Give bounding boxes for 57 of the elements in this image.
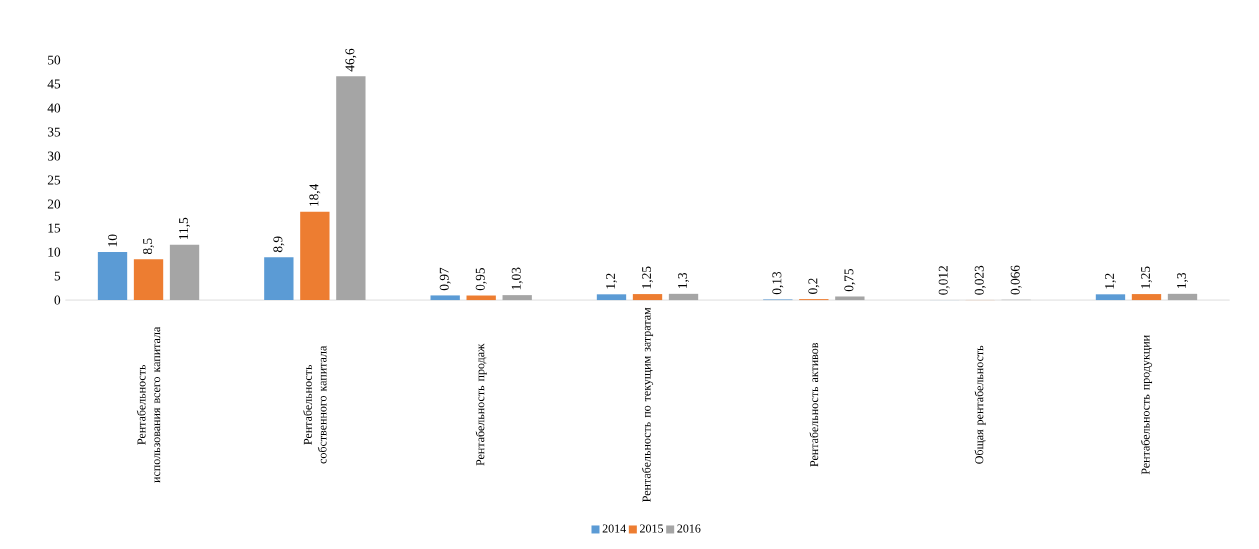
data-label: 0,13 bbox=[772, 271, 784, 294]
legend-label: 2016 bbox=[677, 524, 701, 533]
bar bbox=[430, 295, 460, 300]
bar bbox=[668, 293, 699, 300]
bar bbox=[97, 251, 128, 300]
data-label: 0,066 bbox=[1010, 265, 1022, 295]
y-tick-label: 35 bbox=[47, 127, 61, 137]
data-label: 0,023 bbox=[974, 265, 986, 295]
bar bbox=[1131, 293, 1162, 300]
bar bbox=[632, 293, 663, 300]
bar bbox=[336, 76, 366, 300]
y-tick-label: 25 bbox=[47, 175, 61, 185]
data-label: 1,2 bbox=[606, 273, 617, 289]
data-label: 1,03 bbox=[511, 267, 523, 290]
data-label: 10 bbox=[108, 234, 118, 246]
data-label: 1,25 bbox=[1141, 266, 1152, 288]
data-label: 0,75 bbox=[844, 268, 856, 292]
data-label: 0,95 bbox=[475, 267, 487, 291]
bar bbox=[264, 257, 294, 300]
x-tick-label: Рентабельность активов bbox=[809, 342, 819, 467]
data-label: 1,2 bbox=[1105, 273, 1116, 289]
y-tick-label: 50 bbox=[48, 55, 61, 65]
y-tick-label: 40 bbox=[47, 103, 61, 113]
data-label: 0,2 bbox=[808, 278, 820, 294]
bar bbox=[835, 296, 865, 300]
data-label: 0,97 bbox=[439, 267, 451, 290]
y-tick-label: 0 bbox=[54, 295, 61, 305]
data-label: 1,25 bbox=[642, 266, 653, 288]
data-label: 1,3 bbox=[1177, 272, 1188, 288]
x-tick-label: Рентабельность по текущим затратам bbox=[641, 307, 654, 502]
data-label: 8,5 bbox=[143, 238, 154, 254]
y-tick-label: 15 bbox=[48, 223, 61, 233]
x-tick-label: Общая рентабельность bbox=[974, 345, 986, 464]
x-tick-label: Рентабельность собственного капитала bbox=[303, 345, 327, 464]
x-tick-label: Рентабельность продаж bbox=[475, 343, 487, 466]
x-tick-label: Рентабельность использования всего капитала bbox=[136, 326, 161, 483]
bar bbox=[133, 259, 164, 300]
legend-label: 2015 bbox=[640, 524, 664, 533]
bar bbox=[1095, 294, 1126, 300]
y-tick-label: 5 bbox=[54, 271, 61, 281]
x-tick-label: Рентабельность продукции bbox=[1140, 334, 1153, 475]
bar bbox=[596, 294, 627, 300]
data-label: 46,6 bbox=[345, 48, 357, 72]
y-tick-label: 45 bbox=[47, 79, 61, 89]
bar bbox=[1167, 293, 1198, 300]
data-label: 0,012 bbox=[938, 265, 950, 295]
data-label: 1,3 bbox=[678, 272, 689, 288]
y-tick-label: 10 bbox=[48, 247, 61, 257]
y-tick-label: 20 bbox=[47, 199, 61, 209]
data-label: 11,5 bbox=[179, 217, 190, 239]
y-tick-label: 30 bbox=[47, 151, 61, 161]
data-label: 8,9 bbox=[273, 236, 285, 252]
bar bbox=[502, 294, 532, 300]
legend-label: 2014 bbox=[602, 524, 626, 533]
bar bbox=[169, 244, 200, 300]
bar bbox=[300, 211, 330, 300]
data-label: 18,4 bbox=[309, 183, 321, 206]
